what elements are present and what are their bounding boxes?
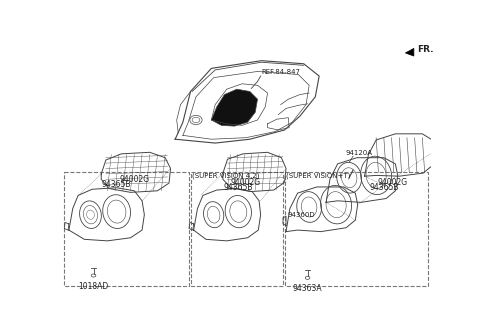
Bar xyxy=(63,171,189,286)
Text: (SUPER VISION 4.2): (SUPER VISION 4.2) xyxy=(192,172,260,179)
Text: (SUPER VISION+T): (SUPER VISION+T) xyxy=(286,172,350,179)
Text: 94002G: 94002G xyxy=(231,178,261,187)
Text: 94360D: 94360D xyxy=(288,212,315,218)
Text: 94363A: 94363A xyxy=(293,284,323,293)
Text: 1018AD: 1018AD xyxy=(78,282,108,291)
Polygon shape xyxy=(211,89,258,126)
Text: 94120A: 94120A xyxy=(345,150,372,156)
Bar xyxy=(191,171,283,286)
Bar xyxy=(285,171,429,286)
Text: 94365B: 94365B xyxy=(224,183,253,192)
Text: 94365B: 94365B xyxy=(370,183,399,192)
Text: REF.84-847: REF.84-847 xyxy=(262,69,300,75)
Polygon shape xyxy=(406,48,414,56)
Text: 94002G: 94002G xyxy=(120,175,149,184)
Text: 94002G: 94002G xyxy=(377,178,408,187)
Text: 94365B: 94365B xyxy=(102,180,132,189)
Text: FR.: FR. xyxy=(417,45,433,54)
